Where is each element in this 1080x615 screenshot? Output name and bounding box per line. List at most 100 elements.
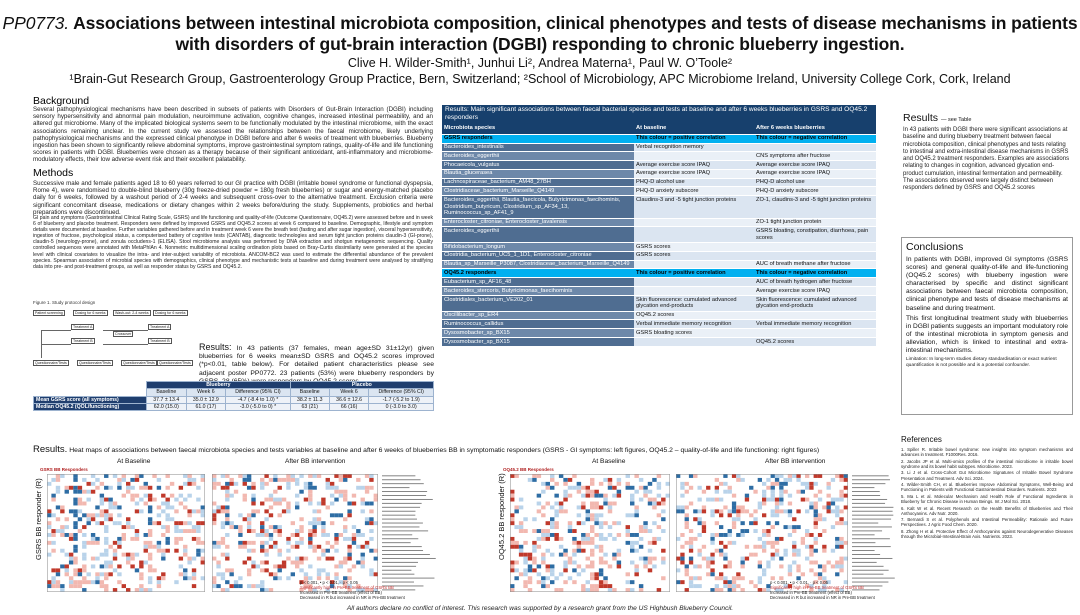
heatmap-cell	[161, 572, 166, 577]
table-row: Lachnospiraceae_bacterium_AM48_27BH PHQ-D…	[442, 178, 876, 188]
reference-item: 4. Wilder-Smith CH, et al. Blueberries I…	[901, 482, 1073, 493]
heatmap-cell	[187, 481, 192, 486]
heatmap-cell	[800, 540, 805, 545]
heatmap-cell	[710, 497, 715, 502]
heatmap-cell	[792, 560, 797, 565]
group-header-placebo: Placebo	[289, 380, 435, 390]
table-cell: OQ45.2 scores	[634, 311, 754, 321]
heatmap-cell	[73, 536, 78, 541]
heatmap-cell	[753, 552, 758, 557]
heatmap-cell	[73, 509, 78, 514]
poster-header: PP0773. Associations between intestinal …	[0, 0, 1080, 92]
heatmap-cell	[774, 474, 780, 478]
heatmap-cell	[242, 474, 247, 478]
heatmap-cell	[572, 529, 577, 533]
heatmap-cell	[73, 489, 78, 494]
heatmap-cell	[630, 493, 635, 498]
heatmap-cell	[532, 477, 537, 482]
heatmap-cell	[260, 525, 265, 530]
table-cell: Average exercise score IPAQ	[754, 169, 876, 179]
heatmap-cell	[787, 533, 793, 537]
heatmap-cell	[843, 521, 848, 526]
heatmap-cell	[536, 509, 542, 514]
heatmap-cell	[82, 580, 87, 585]
heatmap-cell	[334, 497, 339, 502]
heatmap-cell	[523, 529, 528, 533]
fig1-box: Treatment A	[148, 324, 172, 330]
table-cell: Average exercise score IPAQ	[634, 169, 754, 179]
heatmap-cell	[73, 548, 78, 553]
heatmap-cell	[200, 505, 205, 510]
heatmap-cell	[809, 485, 814, 490]
column-header: Microbiota species	[442, 124, 634, 135]
heatmap-cell	[826, 580, 831, 585]
heatmap-cell	[225, 509, 230, 514]
heatmap-cell	[55, 529, 61, 533]
heatmap-cell	[576, 544, 582, 549]
heatmap-cell	[225, 580, 230, 585]
heatmap-cell	[290, 474, 295, 478]
heatmap-cell	[104, 584, 109, 589]
heatmap-cell	[99, 497, 105, 502]
heatmap-cell	[264, 517, 269, 522]
heatmap-cell	[143, 540, 148, 545]
heatmap-cell	[774, 548, 780, 553]
results-label: Results:	[199, 342, 232, 352]
heatmap-cell	[545, 536, 550, 541]
heatmap-cell	[770, 485, 775, 490]
heatmap-cell	[200, 540, 205, 545]
heatmap-cell	[86, 513, 91, 518]
heatmap-cell	[625, 529, 630, 533]
heatmap-cell	[169, 493, 175, 498]
heatmap-cell	[104, 588, 109, 592]
heatmap-cell	[277, 513, 282, 518]
heatmap-cell	[830, 564, 836, 569]
heatmap-cell	[334, 489, 339, 494]
heatmap-cell	[736, 576, 741, 581]
heatmap-cell	[753, 517, 758, 522]
heatmap-cell	[373, 493, 378, 498]
heatmap-cell	[536, 536, 542, 541]
heatmap-cell	[242, 493, 247, 498]
heatmap-cell	[130, 477, 135, 482]
heatmap-cell	[550, 517, 555, 522]
heatmap-cell	[762, 501, 767, 506]
heatmap-cell	[95, 580, 100, 585]
heatmap-cell	[585, 517, 590, 522]
heatmap-cell	[822, 517, 827, 522]
heatmap-cell	[251, 564, 256, 569]
heatmap-cell	[817, 572, 823, 577]
heatmap-cell	[634, 533, 639, 537]
heatmap-cell	[817, 517, 823, 522]
right-after-caption: After BB intervention	[765, 458, 826, 465]
table-cell: Dysosmobacter_sp_BX15	[442, 337, 634, 347]
heatmap-cell	[251, 493, 256, 498]
heatmap-cell	[532, 517, 537, 522]
heatmap-cell	[117, 521, 122, 526]
heatmap-cell	[603, 497, 608, 502]
heatmap-cell	[251, 497, 256, 502]
heatmap-cell	[251, 584, 256, 589]
heatmap-cell	[757, 560, 762, 565]
heatmap-cell	[225, 544, 230, 549]
heatmap-cell	[51, 568, 56, 573]
heatmap-cell	[308, 529, 313, 533]
heatmap-cell	[225, 497, 230, 502]
heatmap-cell	[585, 540, 590, 545]
heatmap-cell	[625, 533, 630, 537]
heatmap-cell	[731, 540, 737, 545]
heatmap-cell	[364, 517, 370, 522]
heatmap-cell	[161, 533, 166, 537]
heatmap-cell	[839, 564, 844, 569]
heatmap-cell	[762, 513, 767, 518]
heatmap-cell	[264, 474, 269, 478]
heatmap-cell	[688, 536, 694, 541]
heatmap-cell	[634, 474, 639, 478]
heatmap-cell	[598, 493, 604, 498]
heatmap-cell	[835, 540, 840, 545]
heatmap-cell	[225, 588, 230, 592]
heatmap-cell	[731, 580, 737, 585]
heatmap-cell	[594, 576, 599, 581]
heatmap-cell	[680, 544, 685, 549]
heatmap-cell	[316, 517, 322, 522]
